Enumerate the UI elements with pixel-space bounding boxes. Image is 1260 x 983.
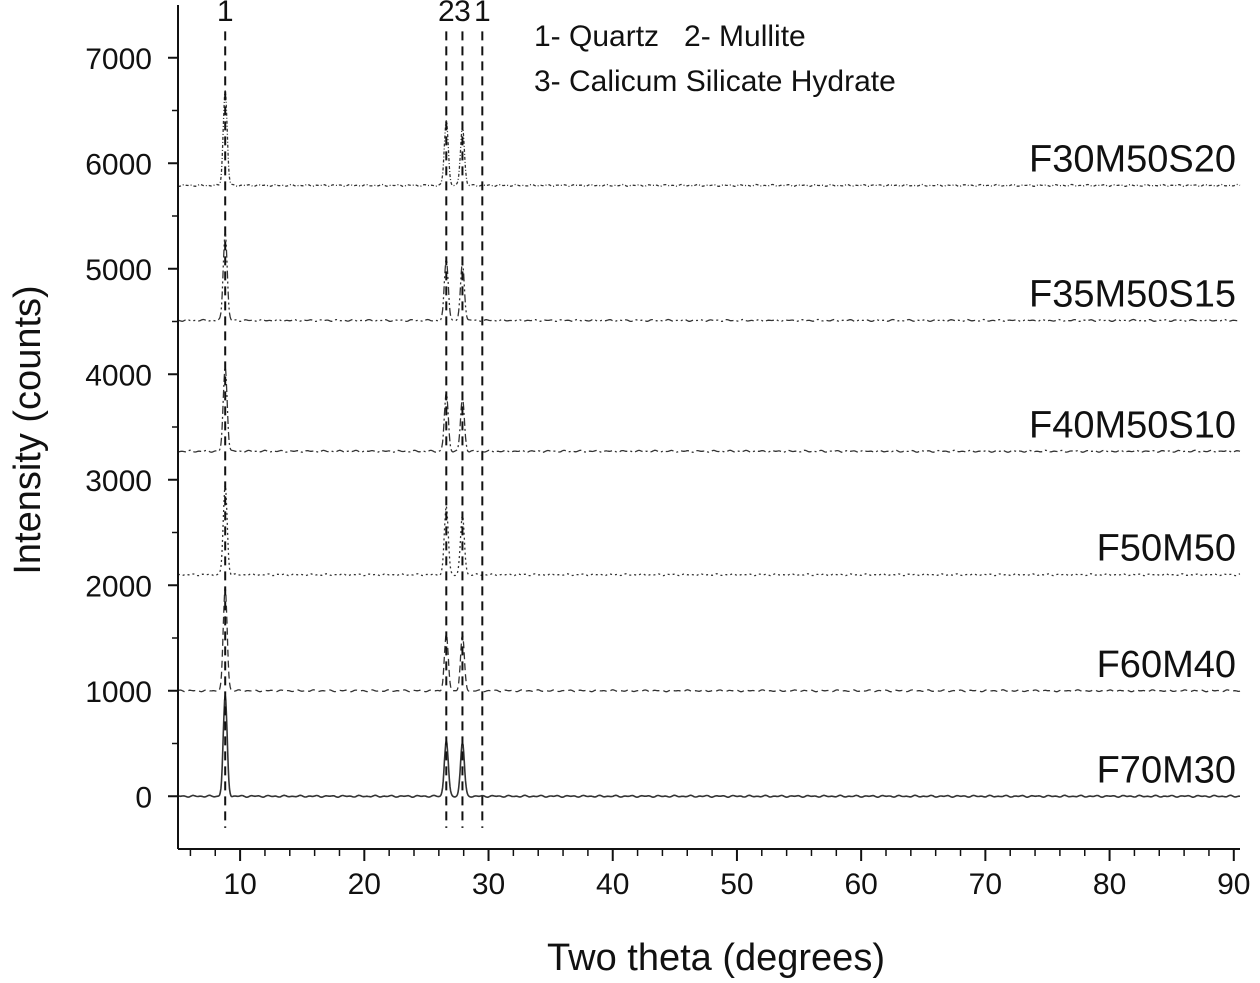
y-tick-label: 3000 — [85, 465, 152, 498]
series-labels: F70M30 F60M40 F50M50 F40M50S10 F35M50S15 F30M… — [1029, 138, 1236, 791]
x-tick-label: 80 — [1093, 868, 1126, 901]
series-label-F30M50S20: F30M50S20 — [1029, 138, 1236, 180]
series-label-F40M50S10: F40M50S10 — [1029, 404, 1236, 446]
series-line-F50M50 — [177, 484, 1241, 577]
x-axis-title: Two theta (degrees) — [547, 937, 885, 979]
x-tick-label: 40 — [596, 868, 629, 901]
y-tick-label: 6000 — [85, 148, 152, 181]
peak-marker-label-2: 3 — [454, 0, 471, 28]
series-label-F35M50S15: F35M50S15 — [1029, 273, 1236, 315]
series-line-F60M40 — [177, 587, 1241, 693]
y-tick-label: 1000 — [85, 676, 152, 709]
x-tick-label: 90 — [1217, 868, 1250, 901]
y-tick-label: 4000 — [85, 359, 152, 392]
y-tick-label: 7000 — [85, 43, 152, 76]
y-tick-label: 2000 — [85, 570, 152, 603]
legend-line-2: 3- Calicum Silicate Hydrate — [534, 65, 896, 98]
series-line-F40M50S10 — [178, 366, 1241, 453]
peak-marker-label-3: 1 — [474, 0, 491, 28]
series-line-F35M50S15 — [177, 232, 1241, 323]
legend-line-1: 1- Quartz 2- Mullite — [534, 20, 806, 53]
x-tick-label: 20 — [348, 868, 381, 901]
series-label-F60M40: F60M40 — [1097, 644, 1236, 686]
x-tick-label: 10 — [223, 868, 256, 901]
y-tick-label: 5000 — [85, 254, 152, 287]
y-axis-title: Intensity (counts) — [7, 285, 49, 574]
legend-text-block: 1- Quartz 2- Mullite 3- Calicum Silicate… — [534, 20, 896, 98]
x-tick-label: 50 — [720, 868, 753, 901]
series-layer — [177, 90, 1241, 799]
x-tick-label: 60 — [844, 868, 877, 901]
x-tick-label: 70 — [969, 868, 1002, 901]
series-line-F70M30 — [177, 695, 1240, 799]
x-tick-label: 30 — [472, 868, 505, 901]
series-label-F50M50: F50M50 — [1097, 528, 1236, 570]
axis-ticks: 0 1000 2000 3000 4000 5000 6000 7000 10 20 30 40 50 6… — [85, 43, 1250, 901]
y-tick-label: 0 — [135, 781, 152, 814]
series-label-F70M30: F70M30 — [1097, 749, 1236, 791]
peak-marker-label-0: 1 — [217, 0, 234, 28]
series-line-F30M50S20 — [177, 90, 1241, 188]
peak-marker-label-1: 2 — [438, 0, 455, 28]
